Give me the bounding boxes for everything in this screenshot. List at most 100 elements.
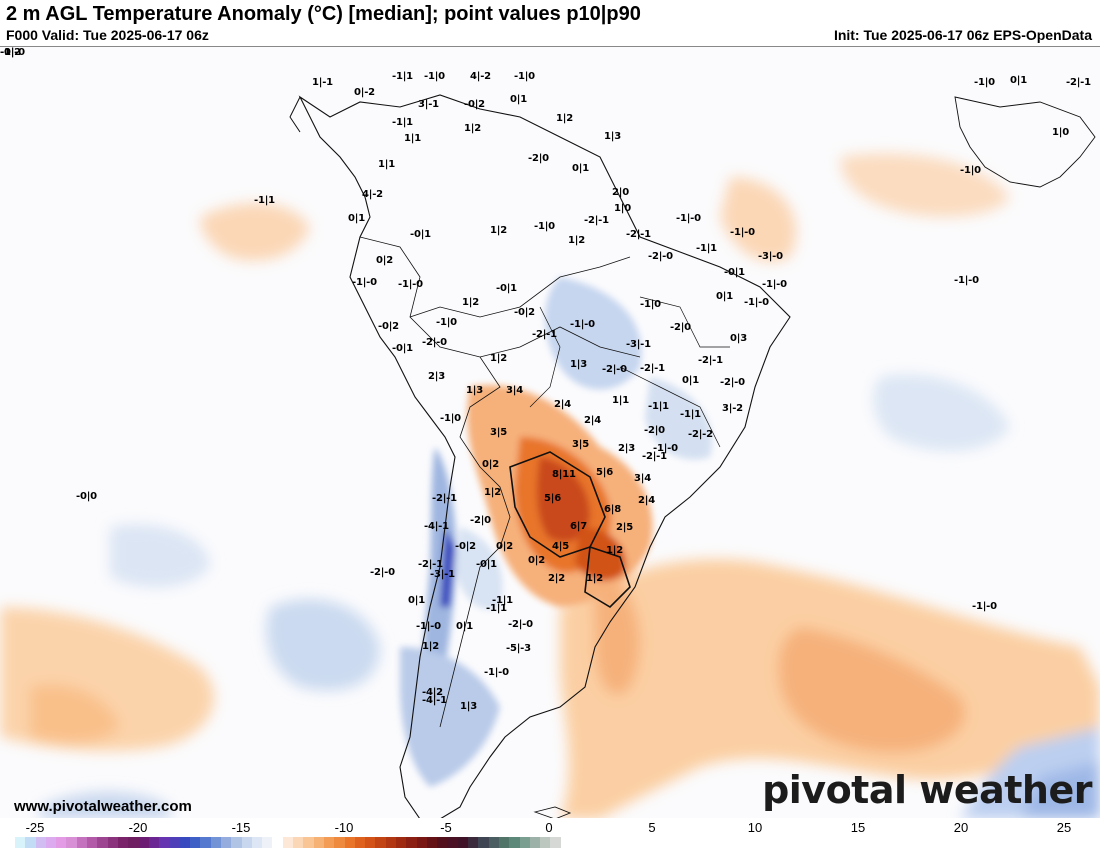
point-value-label: 1|1 bbox=[612, 395, 629, 406]
colorbar-swatch bbox=[395, 837, 407, 848]
point-value-label: 8|11 bbox=[552, 469, 576, 480]
point-value-label: -2|-1 bbox=[626, 229, 651, 240]
colorbar-swatch bbox=[87, 837, 98, 848]
point-value-label: 1|3 bbox=[466, 385, 483, 396]
colorbar-tick-label: -5 bbox=[440, 820, 452, 835]
colorbar-swatch bbox=[97, 837, 108, 848]
point-value-label: 3|5 bbox=[490, 427, 507, 438]
point-value-label: -2|-0 bbox=[648, 251, 673, 262]
point-value-label: -0|1 bbox=[410, 229, 431, 240]
point-value-label: 1|2 bbox=[606, 545, 623, 556]
point-value-label: 1|2 bbox=[586, 573, 603, 584]
point-value-label: 0|1 bbox=[348, 213, 365, 224]
coastline-borders bbox=[289, 94, 1096, 819]
point-value-label: -1|1 bbox=[492, 595, 513, 606]
point-value-label: -2|-0 bbox=[720, 377, 745, 388]
point-value-label: -1|-0 bbox=[398, 279, 423, 290]
point-value-label: -2|-0 bbox=[422, 337, 447, 348]
point-value-label: -1|0 bbox=[440, 413, 461, 424]
point-value-label: -2|0 bbox=[670, 322, 691, 333]
point-value-label: -1|-0 bbox=[416, 621, 441, 632]
point-value-label: -2|0 bbox=[470, 515, 491, 526]
point-value-label: -0|2 bbox=[0, 47, 21, 58]
point-value-label: 0|1 bbox=[716, 291, 733, 302]
point-value-label: 2|3 bbox=[428, 371, 445, 382]
point-value-label: 1|3 bbox=[460, 701, 477, 712]
point-value-label: -0|2 bbox=[514, 307, 535, 318]
point-value-label: 5|6 bbox=[544, 493, 561, 504]
point-value-label: -2|-1 bbox=[1066, 77, 1091, 88]
colorbar-swatch bbox=[107, 837, 118, 848]
point-value-label: 0|1 bbox=[1010, 75, 1027, 86]
point-value-label: -1|-0 bbox=[972, 601, 997, 612]
point-value-label: -1|1 bbox=[680, 409, 701, 420]
colorbar-swatch bbox=[344, 837, 355, 848]
colorbar-swatch bbox=[220, 837, 232, 848]
point-value-label: 0|2 bbox=[376, 255, 393, 266]
colorbar-swatch bbox=[241, 837, 252, 848]
point-value-label: 0|1 bbox=[682, 375, 699, 386]
point-value-label: -1|-0 bbox=[570, 319, 595, 330]
point-value-label: -1|-0 bbox=[744, 297, 769, 308]
point-value-label: 1|2 bbox=[422, 641, 439, 652]
anomaly-map-graphic bbox=[0, 94, 1100, 819]
point-value-label: 2|4 bbox=[554, 399, 571, 410]
point-value-label: -1|0 bbox=[424, 71, 445, 82]
point-value-label: 1|-1 bbox=[312, 77, 333, 88]
point-value-label: -2|-1 bbox=[642, 451, 667, 462]
point-value-label: -2|-1 bbox=[640, 363, 665, 374]
colorbar-tick-label: 20 bbox=[953, 820, 969, 835]
colorbar-swatch bbox=[509, 837, 520, 848]
point-value-label: 0|2 bbox=[482, 459, 499, 470]
point-value-label: -0|2 bbox=[378, 321, 399, 332]
point-value-label: -0|0 bbox=[76, 491, 97, 502]
colorbar-swatch bbox=[282, 837, 294, 848]
point-value-label: 4|-2 bbox=[362, 189, 383, 200]
colorbar-swatch bbox=[159, 837, 170, 848]
point-value-label: 3|4 bbox=[506, 385, 523, 396]
point-value-label: 6|8 bbox=[604, 504, 621, 515]
point-value-label: 0|1 bbox=[408, 595, 425, 606]
point-value-label: 1|1 bbox=[404, 133, 421, 144]
colorbar-swatch bbox=[478, 837, 489, 848]
point-value-label: 0|1 bbox=[510, 94, 527, 105]
point-value-label: -1|-0 bbox=[352, 277, 377, 288]
point-value-label: -1|1 bbox=[486, 603, 507, 614]
point-value-label: -2|-1 bbox=[584, 215, 609, 226]
point-value-label: -4|2 bbox=[422, 687, 443, 698]
point-value-label: -1|-0 bbox=[762, 279, 787, 290]
point-value-label: -3|-0 bbox=[758, 251, 783, 262]
website-label: www.pivotalweather.com bbox=[14, 798, 192, 815]
anomaly-shading bbox=[0, 153, 1100, 819]
point-value-label: -1|-0 bbox=[730, 227, 755, 238]
point-value-label: 1|1 bbox=[378, 159, 395, 170]
point-value-label: -2|-1 bbox=[698, 355, 723, 366]
point-value-label: -1|0 bbox=[640, 299, 661, 310]
point-value-label: 0|2 bbox=[528, 555, 545, 566]
point-value-label: -1|0 bbox=[960, 165, 981, 176]
point-value-label: -2|-1 bbox=[418, 559, 443, 570]
point-value-label: 1|2 bbox=[464, 123, 481, 134]
point-value-label: 2|2 bbox=[548, 573, 565, 584]
point-value-label: -1|0 bbox=[514, 71, 535, 82]
point-value-label: -1|-0 bbox=[676, 213, 701, 224]
point-value-label: -1|0 bbox=[974, 77, 995, 88]
point-value-label: -1|1 bbox=[648, 401, 669, 412]
point-value-label: 3|4 bbox=[634, 473, 651, 484]
valid-time-label: F000 Valid: Tue 2025-06-17 06z bbox=[6, 27, 209, 43]
point-value-label: 2|4 bbox=[638, 495, 655, 506]
map-panel[interactable]: 1|-1 -1|1 -1|0 4|-2 -1|0 0|-2 3|-1 -0|2 0|1 -1|1 1… bbox=[0, 46, 1100, 820]
colorbar-swatch bbox=[35, 837, 46, 848]
colorbar-swatch bbox=[334, 837, 345, 848]
point-value-label: 4|5 bbox=[552, 541, 569, 552]
colorbar-swatch bbox=[540, 837, 551, 848]
point-value-label: 1|2 bbox=[462, 297, 479, 308]
point-value-label: 2|5 bbox=[616, 522, 633, 533]
colorbar-swatch bbox=[354, 837, 366, 848]
map-header: 2 m AGL Temperature Anomaly (°C) [median… bbox=[0, 0, 1100, 46]
point-value-label: -3|-1 bbox=[626, 339, 651, 350]
colorbar-swatch bbox=[323, 837, 335, 848]
point-value-label: -2|-0 bbox=[602, 364, 627, 375]
colorbar-swatch bbox=[45, 837, 57, 848]
brand-logo: pivotal weather bbox=[762, 768, 1092, 812]
